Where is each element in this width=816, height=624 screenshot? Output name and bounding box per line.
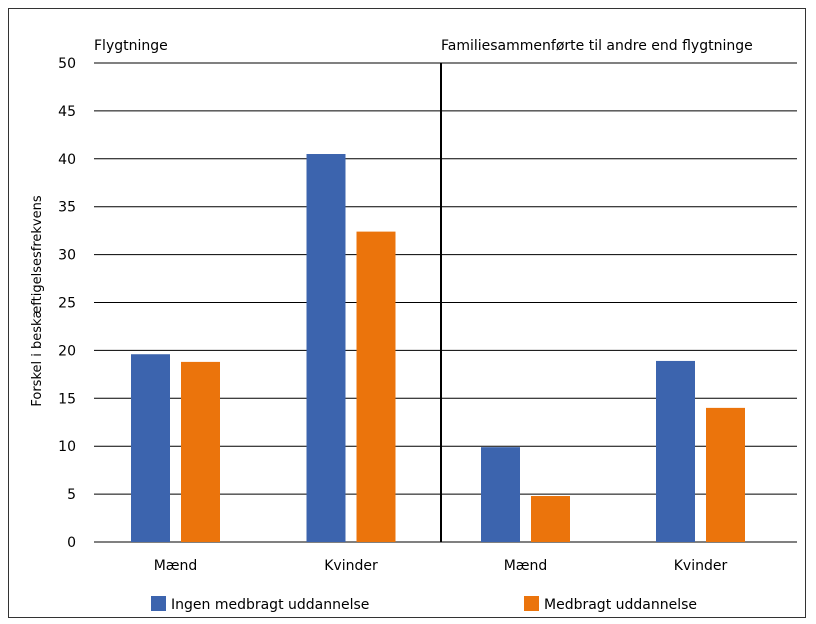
bar-familiesammenfoerte-1-series-1 [706, 407, 745, 542]
y-tick-label: 30 [58, 248, 76, 264]
category-label: Mænd [504, 558, 548, 574]
legend-swatch [524, 596, 539, 611]
bars [131, 154, 745, 542]
legend-label: Medbragt uddannelse [544, 597, 697, 613]
bar-familiesammenfoerte-1-series-0 [656, 360, 695, 542]
category-label: Kvinder [324, 558, 378, 574]
y-tick-label: 5 [67, 487, 76, 503]
category-labels: Mænd Kvinder Mænd Kvinder [154, 558, 728, 574]
legend-label: Ingen medbragt uddannelse [171, 597, 369, 613]
panel-title-1: Familiesammenførte til andre end flygtni… [441, 38, 753, 54]
y-axis-label: Forskel i beskæftigelsesfrekvens [30, 195, 45, 407]
bar-flygtninge-1-series-1 [356, 231, 396, 542]
category-label: Kvinder [674, 558, 728, 574]
y-tick-label: 25 [58, 296, 76, 312]
y-tick-label: 45 [58, 104, 76, 120]
y-tick-label: 20 [58, 343, 76, 359]
panel-title-0: Flygtninge [94, 38, 168, 54]
y-tick-label: 50 [58, 56, 76, 72]
y-tick-label: 35 [58, 200, 76, 216]
y-tick-label: 10 [58, 439, 76, 455]
bar-familiesammenfoerte-0-series-1 [531, 496, 570, 542]
y-axis-ticks: 0 5 10 15 20 25 30 35 40 45 50 [58, 56, 76, 551]
legend: Ingen medbragt uddannelse Medbragt uddann… [151, 596, 697, 613]
legend-swatch [151, 596, 166, 611]
category-label: Mænd [154, 558, 198, 574]
y-tick-label: 0 [67, 535, 76, 551]
bar-familiesammenfoerte-0-series-0 [481, 447, 520, 542]
bar-flygtninge-0-series-0 [131, 354, 170, 542]
bar-flygtninge-0-series-1 [181, 361, 220, 542]
y-tick-label: 40 [58, 152, 76, 168]
y-tick-label: 15 [58, 391, 76, 407]
bar-flygtninge-1-series-0 [306, 154, 346, 542]
